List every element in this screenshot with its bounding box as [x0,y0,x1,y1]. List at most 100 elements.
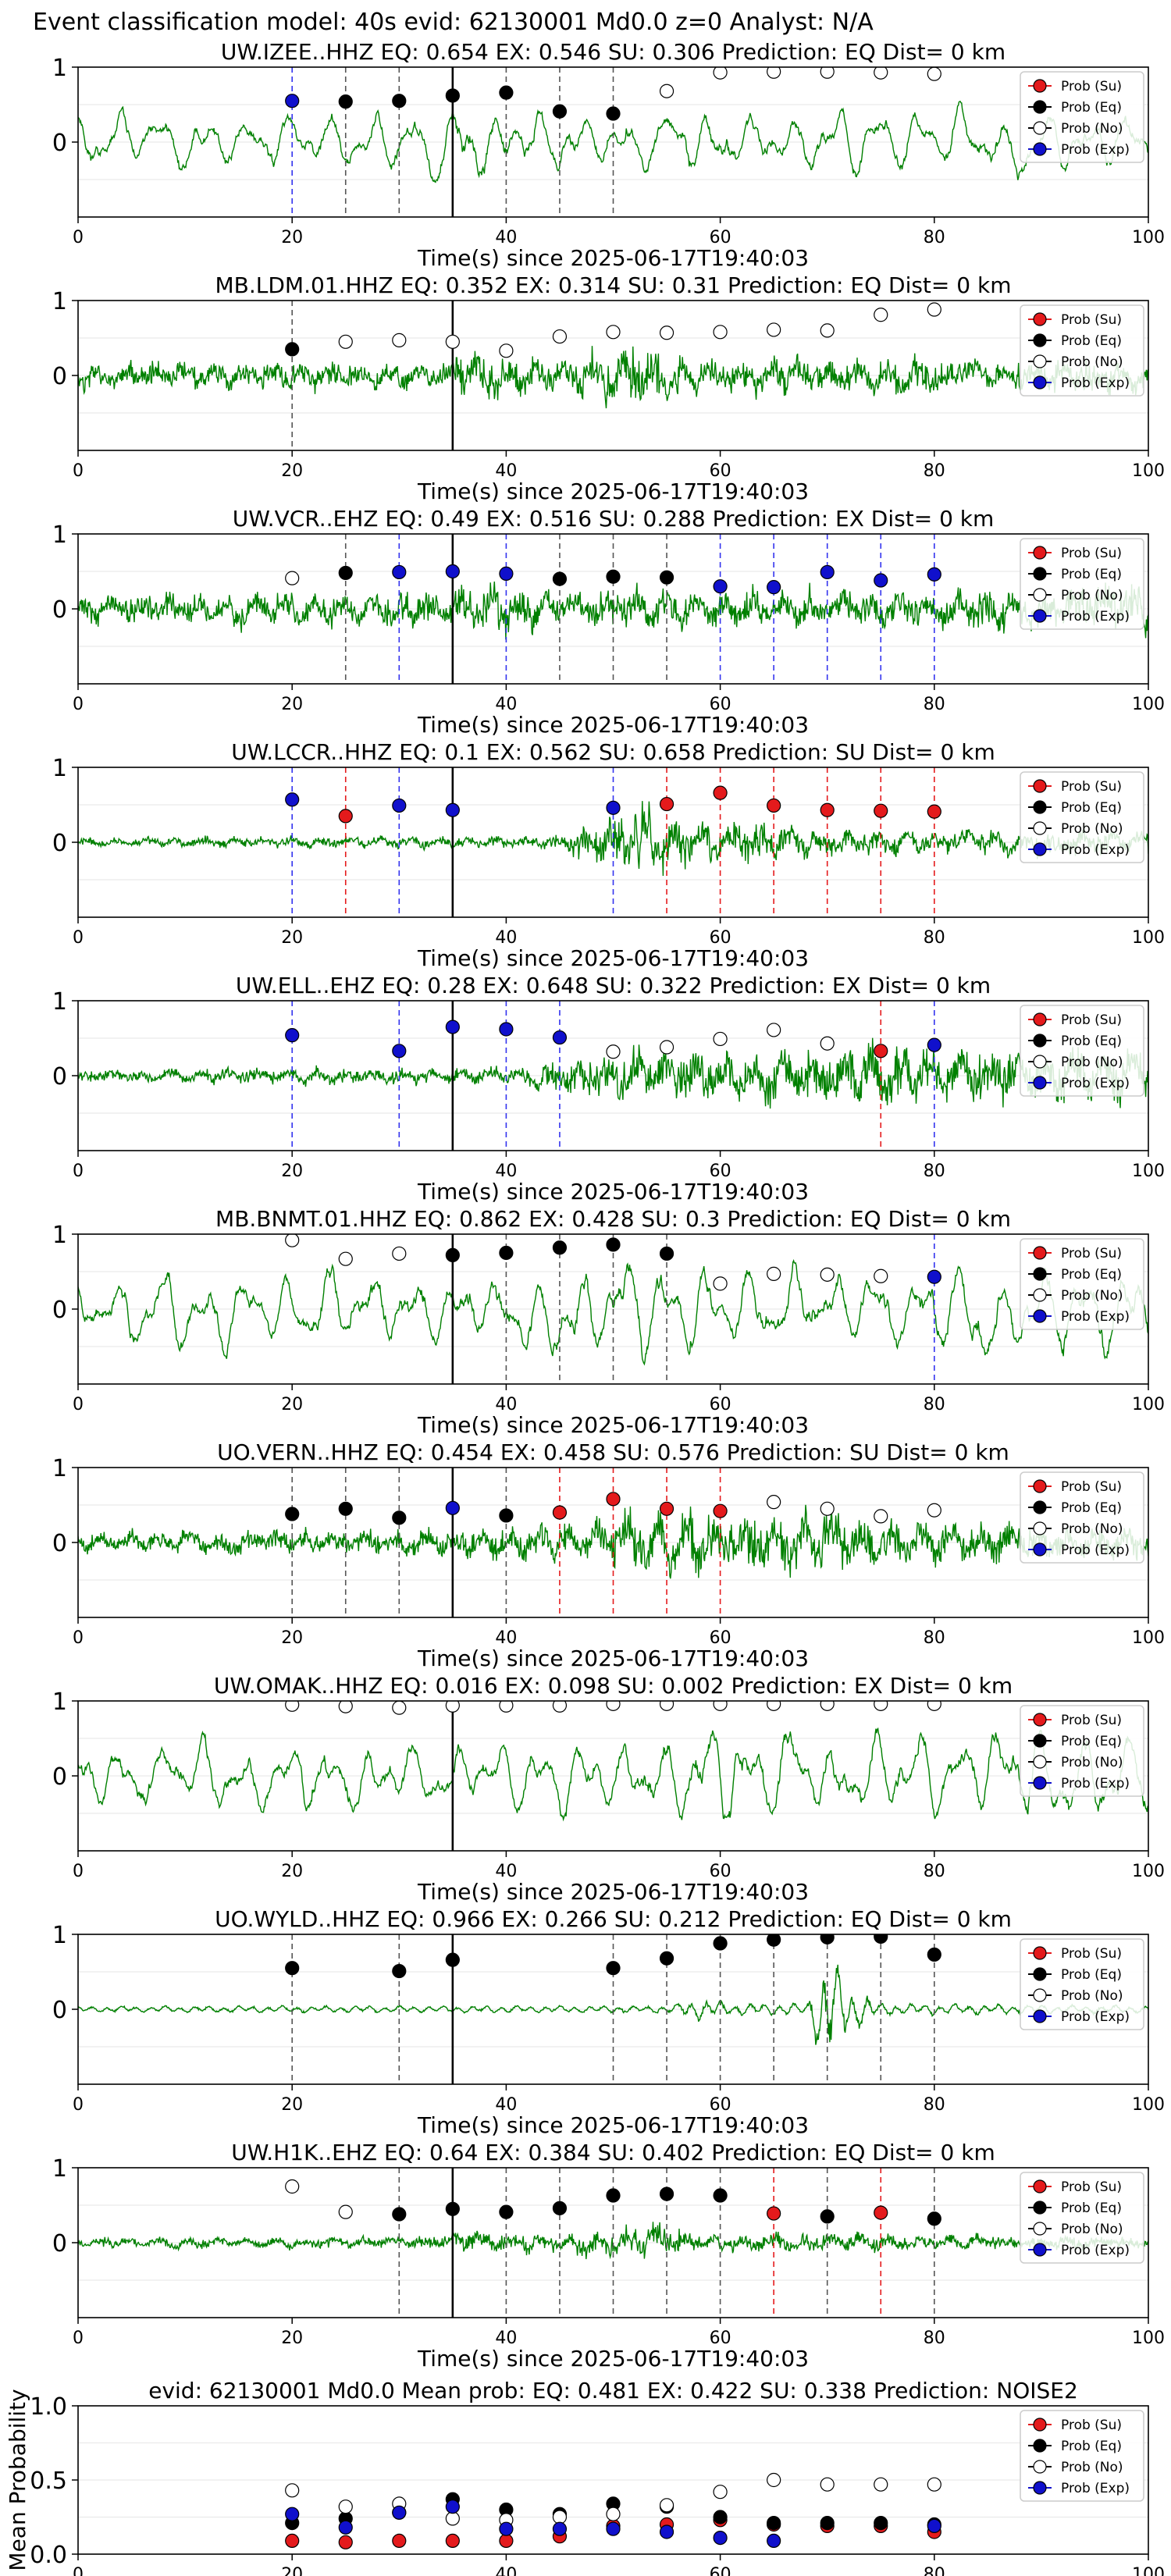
prob-point-exp [285,1028,300,1043]
legend-marker-no [1033,1521,1047,1535]
x-tick-label: 80 [924,2329,945,2348]
prob-point-no [338,1701,353,1713]
prob-point-eq [767,1934,781,1947]
panel-title: UO.VERN..HHZ EQ: 0.454 EX: 0.458 SU: 0.5… [217,1439,1009,1465]
panel-title: UW.OMAK..HHZ EQ: 0.016 EX: 0.098 SU: 0.0… [214,1673,1013,1699]
x-tick-label: 20 [281,461,303,481]
x-tick-label: 0 [73,695,84,714]
x-tick-label: 60 [710,2329,731,2348]
prob-point-exp [552,1030,568,1045]
prob-point-no [767,67,781,79]
station-panel: MB.BNMT.01.HHZ EQ: 0.862 EX: 0.428 SU: 0… [52,1206,1165,1438]
x-tick-label: 40 [495,461,517,481]
legend-label-no: Prob (No) [1061,821,1123,837]
legend-marker-su [1033,2418,1047,2432]
legend-marker-no [1033,121,1047,135]
legend-marker-exp [1033,142,1047,156]
legend-marker-eq [1033,2201,1047,2215]
x-tick-label: 20 [281,695,303,714]
prob-point-eq [713,1936,728,1951]
legend-marker-exp [1033,1076,1047,1090]
panel-title: UO.WYLD..HHZ EQ: 0.966 EX: 0.266 SU: 0.2… [215,1906,1012,1932]
mean-point-eq [767,2516,781,2531]
legend-marker-eq [1033,1034,1047,1048]
prob-point-no [499,1701,514,1713]
mean-point-su [285,2533,300,2548]
legend-box [1020,2172,1144,2264]
plot-area [78,1468,1148,1617]
legend-label-eq: Prob (Eq) [1061,1734,1122,1749]
mean-point-su [499,2533,514,2548]
x-tick-label: 20 [281,1862,303,1881]
legend-marker-su [1033,1713,1047,1727]
axes-frame [77,66,1149,218]
prob-point-no [874,308,888,322]
prob-point-no [874,1268,888,1283]
legend-label-eq: Prob (Eq) [1061,333,1122,349]
x-tick-label: 100 [1132,461,1165,481]
legend-marker-su [1033,1479,1047,1493]
legend-marker-eq [1033,100,1047,114]
legend-label-no: Prob (No) [1061,1755,1123,1770]
mean-point-exp [285,2507,300,2521]
x-tick-label: 100 [1132,2565,1165,2576]
prob-point-no [285,1701,300,1712]
legend-marker-su [1033,1246,1047,1260]
legend: Prob (Su) Prob (Eq) Prob (No) Prob (Exp) [1020,1471,1144,1564]
mean-point-exp [606,2521,621,2536]
mean-point-exp [392,2505,407,2520]
prob-point-exp [445,564,460,579]
prob-point-no [338,2204,353,2219]
legend-box [1020,71,1144,163]
waveform-trace [78,1727,1148,1822]
y-tick-label: 0.0 [30,2542,67,2569]
legend-label-eq: Prob (Eq) [1061,100,1122,116]
x-tick-label: 80 [924,928,945,948]
prob-point-exp [392,564,407,580]
prob-point-eq [552,104,568,119]
x-tick-label: 40 [495,1862,517,1881]
prob-point-eq [659,1246,674,1261]
mean-point-no [659,2498,674,2513]
legend-marker-exp [1033,842,1047,856]
panel-title: UW.LCCR..HHZ EQ: 0.1 EX: 0.562 SU: 0.658… [231,739,995,765]
prob-point-exp [285,792,300,807]
x-tick-label: 20 [281,1162,303,1181]
prob-point-eq [285,342,300,357]
waveform-trace [78,1258,1148,1366]
prob-point-no [767,1023,781,1037]
legend-marker-no [1033,821,1047,835]
x-tick-label: 40 [495,1395,517,1414]
prob-point-su [874,803,888,818]
axes-frame [77,767,1149,918]
legend-marker-exp [1033,1309,1047,1323]
x-tick-label: 80 [924,1395,945,1414]
mean-point-exp [767,2533,781,2548]
legend-marker-exp [1033,2243,1047,2257]
prob-point-eq [338,1501,353,1516]
x-tick-label: 80 [924,1862,945,1881]
waveform-trace [78,346,1148,409]
legend-marker-no [1033,1988,1047,2002]
station-panel: UW.LCCR..HHZ EQ: 0.1 EX: 0.562 SU: 0.658… [52,739,1165,971]
x-tick-label: 60 [710,1862,731,1881]
prob-point-no [606,1044,621,1059]
legend-marker-eq [1033,2439,1047,2453]
panel-title: MB.LDM.01.HHZ EQ: 0.352 EX: 0.314 SU: 0.… [215,272,1012,298]
prob-point-no [659,84,674,98]
prob-point-no [445,334,460,349]
legend-marker-su [1033,79,1047,93]
legend-label-no: Prob (No) [1061,1521,1123,1537]
y-tick-label: 0 [52,596,67,624]
mean-point-eq [874,2516,888,2531]
prob-point-eq [445,2201,460,2216]
mean-point-su [445,2533,460,2548]
prob-point-no [285,2179,300,2194]
x-tick-label: 0 [73,2565,84,2576]
figure-title: Event classification model: 40s evid: 62… [33,9,874,36]
prob-point-no [713,1276,728,1291]
prob-point-no [606,325,621,340]
y-tick-label: 1 [52,1688,67,1716]
x-tick-label: 20 [281,228,303,247]
prob-point-no [552,1701,568,1713]
